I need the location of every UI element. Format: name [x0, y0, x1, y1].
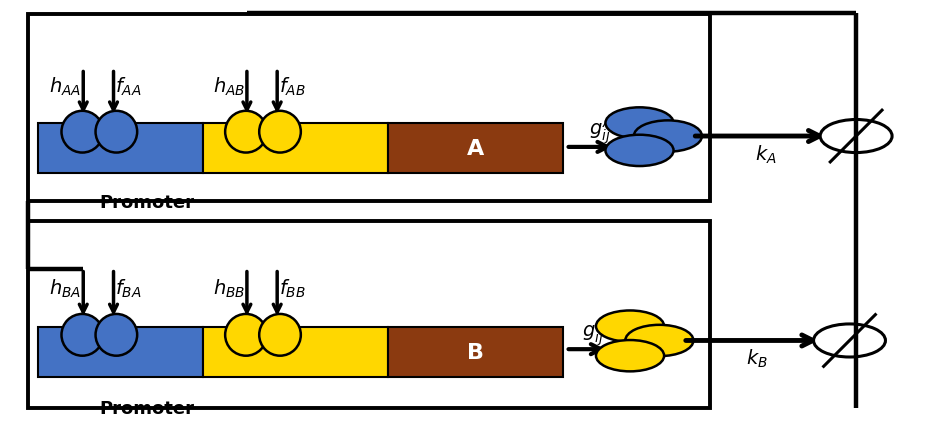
Text: Promoter: Promoter: [99, 193, 194, 211]
Bar: [388, 124, 563, 174]
Bar: [28, 15, 710, 202]
Bar: [203, 124, 388, 174]
Circle shape: [820, 120, 892, 153]
Text: $h_{BB}$: $h_{BB}$: [213, 277, 245, 300]
Ellipse shape: [96, 112, 137, 153]
Text: $f_{BB}$: $f_{BB}$: [279, 277, 306, 300]
Circle shape: [605, 135, 674, 167]
Text: $h_{AB}$: $h_{AB}$: [213, 76, 245, 98]
Circle shape: [625, 325, 693, 356]
Circle shape: [596, 311, 664, 342]
Bar: [38, 124, 203, 174]
Ellipse shape: [225, 112, 267, 153]
Ellipse shape: [225, 314, 267, 356]
Ellipse shape: [61, 314, 103, 356]
Text: $k_A$: $k_A$: [756, 143, 777, 165]
Text: A: A: [466, 139, 484, 158]
Ellipse shape: [61, 112, 103, 153]
Text: $g^B_{ij}$: $g^B_{ij}$: [582, 317, 606, 347]
Text: B: B: [467, 343, 483, 362]
Bar: [28, 221, 710, 408]
Text: $h_{BA}$: $h_{BA}$: [49, 277, 81, 300]
Text: $g^A_{ij}$: $g^A_{ij}$: [588, 115, 613, 145]
Ellipse shape: [259, 112, 301, 153]
Text: Promoter: Promoter: [99, 399, 194, 417]
Circle shape: [596, 340, 664, 372]
Text: $f_{BA}$: $f_{BA}$: [115, 277, 142, 300]
Text: $k_B$: $k_B$: [745, 347, 768, 369]
Ellipse shape: [96, 314, 137, 356]
Ellipse shape: [259, 314, 301, 356]
Circle shape: [634, 121, 702, 152]
Bar: [388, 328, 563, 378]
Text: $f_{AA}$: $f_{AA}$: [115, 76, 142, 98]
Text: $f_{AB}$: $f_{AB}$: [279, 76, 306, 98]
Circle shape: [814, 324, 885, 357]
Bar: [38, 328, 203, 378]
Bar: [203, 328, 388, 378]
Circle shape: [605, 108, 674, 139]
Text: $h_{AA}$: $h_{AA}$: [49, 76, 81, 98]
